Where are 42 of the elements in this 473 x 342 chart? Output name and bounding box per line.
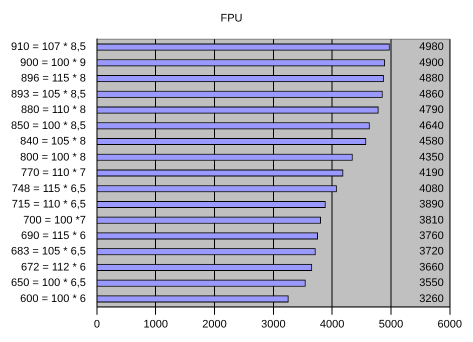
y-tick-label: 770 = 110 * 7 bbox=[20, 167, 86, 180]
y-tick-label: 893 = 105 * 8,5 bbox=[10, 88, 86, 100]
y-tick-label: 800 = 100 * 8 bbox=[20, 151, 86, 164]
y-tick-label: 748 = 115 * 6,5 bbox=[12, 182, 86, 195]
y-tick-label: 690 = 115 * 6 bbox=[20, 230, 86, 242]
x-tick-label: 3000 bbox=[261, 318, 286, 330]
data-label: 4980 bbox=[419, 41, 444, 54]
data-label: 4880 bbox=[419, 72, 444, 85]
data-label: 3810 bbox=[419, 214, 444, 226]
data-label: 3720 bbox=[419, 246, 444, 258]
data-label: 3660 bbox=[419, 261, 444, 274]
data-label: 4580 bbox=[419, 136, 444, 148]
data-label: 3760 bbox=[419, 230, 444, 242]
y-tick-label: 896 = 115 * 8 bbox=[20, 72, 86, 85]
data-label: 3260 bbox=[419, 292, 444, 305]
y-tick-label: 600 = 100 * 6 bbox=[20, 292, 86, 305]
y-tick-label: 910 = 107 * 8,5 bbox=[10, 41, 86, 54]
x-tick-label: 1000 bbox=[143, 318, 168, 330]
y-tick-label: 880 = 110 * 8 bbox=[20, 104, 86, 116]
y-tick-label: 700 = 100 *7 bbox=[23, 214, 86, 226]
y-tick-label: 840 = 105 * 8 bbox=[20, 136, 86, 148]
data-label: 4860 bbox=[419, 88, 444, 100]
data-label: 3890 bbox=[419, 198, 444, 211]
y-tick-label: 650 = 100 * 6,5 bbox=[10, 277, 86, 290]
data-label: 3550 bbox=[419, 277, 444, 290]
data-label: 4640 bbox=[419, 120, 444, 132]
y-tick-label: 850 = 100 * 8,5 bbox=[10, 120, 86, 132]
data-label: 4190 bbox=[419, 167, 444, 180]
x-tick-label: 2000 bbox=[202, 318, 227, 330]
y-tick-label: 672 = 112 * 6 bbox=[20, 261, 86, 274]
y-tick-label: 683 = 105 * 6,5 bbox=[10, 246, 86, 258]
chart-title: FPU bbox=[220, 12, 243, 25]
data-label: 4350 bbox=[419, 151, 444, 164]
x-tick-label: 5000 bbox=[378, 318, 404, 330]
data-label: 4790 bbox=[419, 104, 444, 116]
data-label: 4900 bbox=[419, 56, 444, 69]
y-tick-label: 715 = 110 * 6,5 bbox=[12, 198, 86, 211]
data-label: 4080 bbox=[419, 182, 444, 195]
x-tick-label: 4000 bbox=[320, 318, 344, 330]
x-tick-label: 6000 bbox=[438, 318, 462, 330]
y-tick-label: 900 = 100 * 9 bbox=[20, 56, 86, 69]
x-tick-label: 0 bbox=[94, 318, 100, 330]
